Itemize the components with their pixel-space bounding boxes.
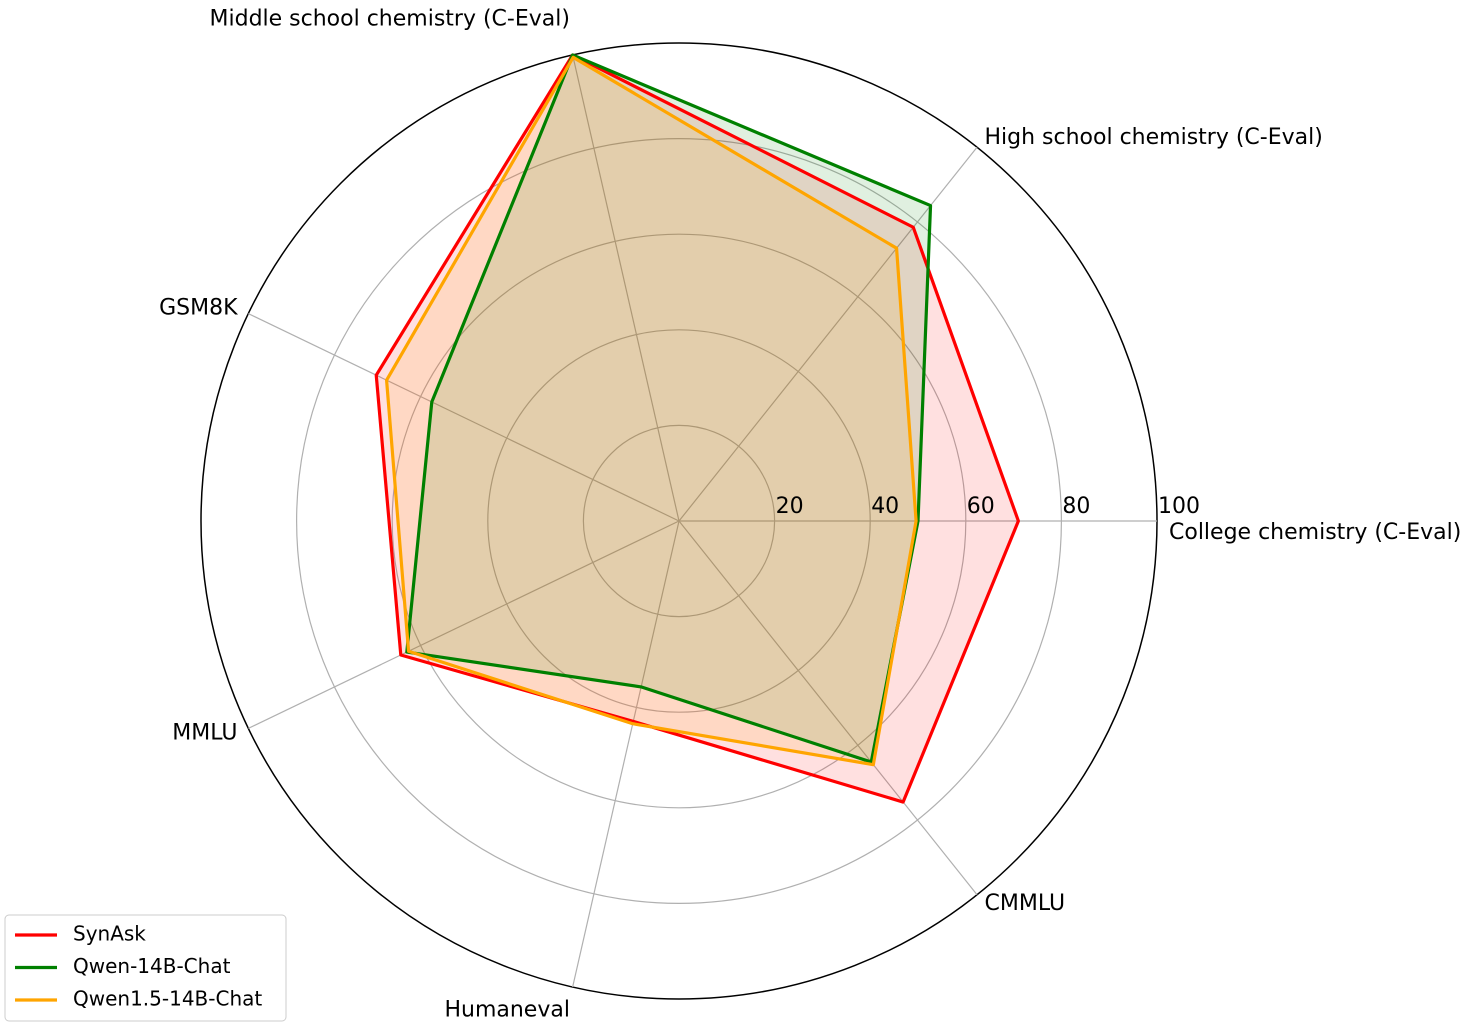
r-tick-label: 80 [1062,494,1090,519]
axis-label: MMLU [172,721,237,746]
legend-label: SynAsk [73,922,146,946]
spoke [572,54,680,522]
legend: SynAsk Qwen-14B-Chat Qwen1.5-14B-Chat [4,914,287,1022]
legend-label: Qwen1.5-14B-Chat [73,987,262,1011]
spoke [678,146,978,522]
axis-label: GSM8K [159,295,238,320]
legend-box [4,914,287,1022]
spoke [248,520,680,729]
spoke [248,313,680,522]
r-tick-label: 60 [967,494,995,519]
spoke [678,520,978,896]
legend-label: Qwen-14B-Chat [73,954,231,978]
r-tick-label: 20 [776,494,804,519]
axis-label: Humaneval [444,998,570,1023]
axis-label: CMMLU [985,891,1066,916]
axis-label: High school chemistry (C-Eval) [985,125,1323,150]
series-area [406,54,931,763]
series-area [376,54,1019,803]
axis-label: College chemistry (C-Eval) [1169,520,1461,545]
r-tick-label: 40 [871,494,899,519]
spoke [572,520,680,988]
series-line [384,55,918,767]
series-area [386,57,917,765]
series-line [374,53,1020,804]
r-tick-label: 100 [1158,494,1200,519]
axis-label: Middle school chemistry (C-Eval) [210,6,570,31]
series-line [405,53,933,764]
